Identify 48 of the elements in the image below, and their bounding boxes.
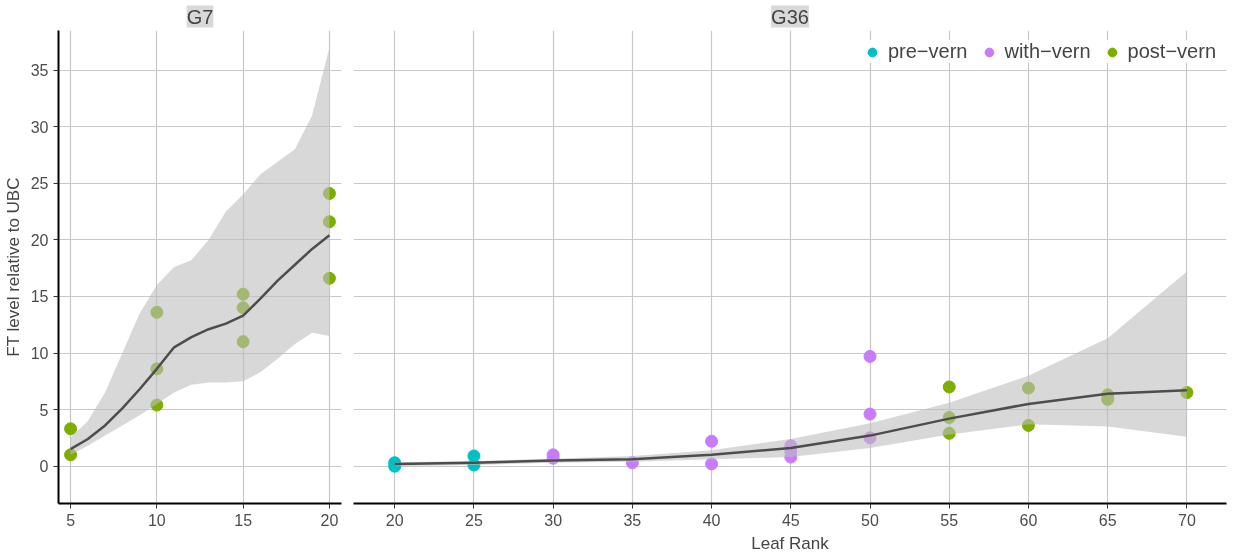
legend-label: with−vern [1004, 40, 1091, 63]
x-tick-label: 30 [544, 511, 563, 529]
x-tick-label: 60 [1019, 511, 1038, 529]
x-axis-title: Leaf Rank [751, 533, 830, 553]
x-tick-label: 40 [702, 511, 721, 529]
y-tick-label: 15 [30, 288, 49, 306]
y-tick-label: 30 [30, 118, 49, 136]
point [236, 301, 250, 315]
x-tick-label: 35 [623, 511, 642, 529]
point [64, 448, 78, 462]
point [942, 426, 956, 440]
x-tick-label: 55 [940, 511, 959, 529]
point [322, 186, 336, 200]
x-tick-label: 50 [861, 511, 880, 529]
x-tick-label: 25 [465, 511, 483, 529]
point [64, 422, 78, 436]
legend-label: pre−vern [887, 40, 968, 63]
point [705, 434, 719, 448]
point [322, 215, 336, 229]
y-axis-title: FT level relative to UBC [3, 177, 23, 357]
point [322, 271, 336, 285]
x-tick-label: 10 [147, 511, 166, 529]
point [1021, 381, 1035, 395]
y-tick-label: 35 [30, 62, 49, 80]
point [236, 287, 250, 301]
point [942, 380, 956, 394]
chart-title: G7 [186, 5, 214, 28]
point [1021, 418, 1035, 432]
point [863, 349, 877, 363]
x-tick-label: 15 [234, 511, 253, 529]
legend-label: post−vern [1127, 40, 1216, 63]
chart-title: G36 [771, 5, 809, 28]
point [863, 407, 877, 421]
point [705, 457, 719, 471]
point [150, 398, 164, 412]
y-tick-label: 0 [39, 458, 49, 476]
point [236, 335, 250, 349]
y-tick-label: 5 [39, 401, 49, 419]
x-tick-label: 20 [385, 511, 404, 529]
x-tick-label: 70 [1177, 511, 1196, 529]
x-tick-label: 65 [1098, 511, 1117, 529]
x-tick-label: 20 [320, 511, 339, 529]
y-tick-label: 25 [30, 175, 49, 193]
y-tick-label: 10 [30, 345, 49, 362]
y-tick-label: 20 [30, 231, 49, 249]
point [150, 305, 164, 319]
x-tick-label: 5 [66, 511, 76, 529]
x-tick-label: 45 [781, 511, 800, 529]
